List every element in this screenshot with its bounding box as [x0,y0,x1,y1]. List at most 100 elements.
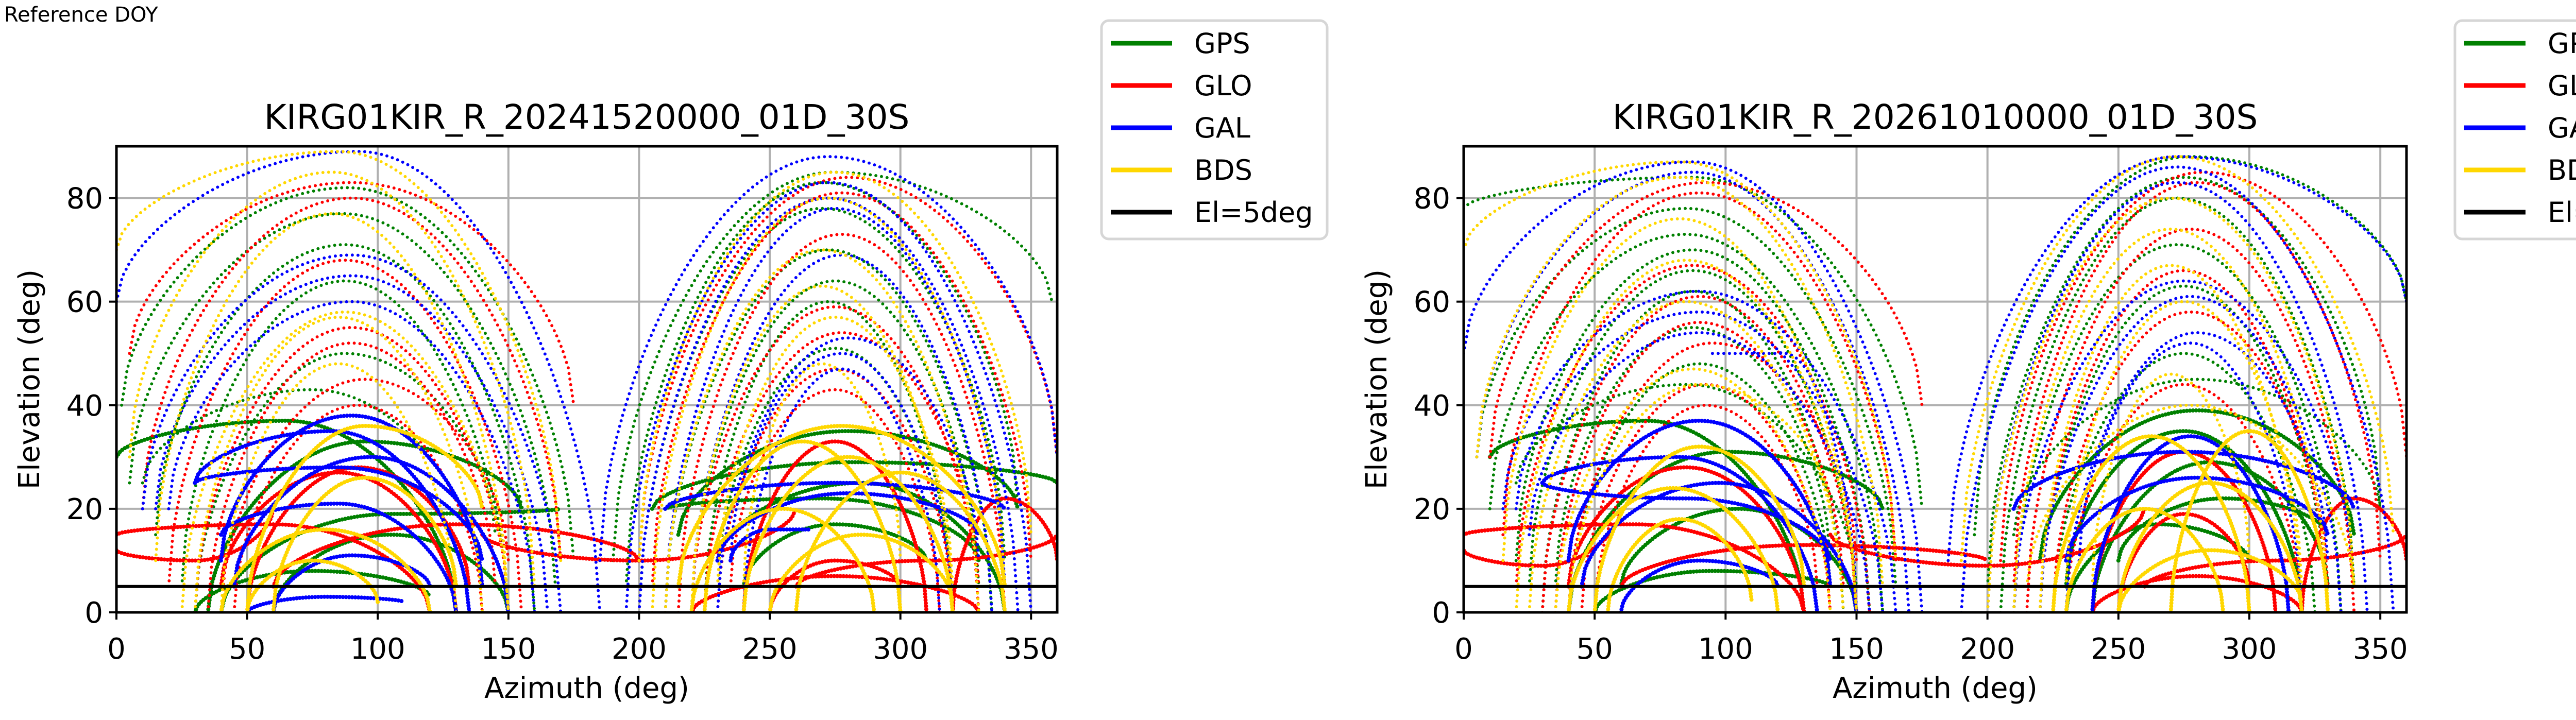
y-tick-label: 40 [1414,389,1450,423]
bds-track [650,196,1007,612]
glo-track [951,496,1057,612]
glo-track [271,522,641,589]
y-axis-label: Elevation (deg) [13,269,46,489]
glo-track [1540,295,1858,612]
bds-track [742,362,902,588]
x-tick-label: 150 [481,632,536,666]
glo-track [1619,543,1990,589]
bds-track [689,506,876,612]
x-tick-label: 200 [1960,632,2015,666]
gal-track [742,367,941,612]
glo-track [637,176,1057,562]
gps-track [193,569,432,612]
glo-track [2116,511,2251,612]
gal-track [218,413,485,589]
gps-track [1553,325,1832,588]
gps-track [1488,232,1885,612]
gps-track [1528,269,1858,612]
gal-track [2077,341,2303,612]
gal-track [1959,165,2395,612]
bds-track [1567,383,1832,612]
gps-track [2038,284,2330,612]
x-tick-label: 0 [107,632,126,666]
gps-track [193,352,497,612]
gal-track [2011,450,2357,511]
chart-panel-2: 0 50 100 150 200 250 300 350 0 20 40 60 80 KIRG01KIR_… [1360,97,2408,705]
chart-title: KIRG01KIR_R_20261010000_01D_30S [1613,97,2258,137]
glo-track [676,232,1007,612]
gal-track [154,274,549,612]
tracks [116,150,1057,612]
gal-track [716,336,980,612]
gps-track [120,186,575,562]
glo-track [2051,310,2330,612]
legend-label: GPS [1194,27,1250,60]
gal-track [218,501,459,612]
tracks [1464,155,2406,612]
bds-track [664,248,980,612]
bds-track [218,527,432,612]
chart-panel-1: 0 50 100 150 200 250 300 350 0 20 40 60 80 KIRG01KIR_… [13,97,1059,705]
glo-track [141,196,563,562]
x-tick-label: 300 [2222,632,2277,666]
glo-track [689,574,981,612]
bds-track [793,470,1007,612]
gps-track [1986,176,2382,588]
gps-track [1514,383,1858,588]
y-tick-label: 60 [1414,286,1450,319]
y-axis-label: Elevation (deg) [1360,269,1394,489]
bds-track [1514,259,1858,612]
glo-track [1464,522,1806,612]
y-tick-label: 20 [66,493,103,526]
bds-track [768,533,955,612]
gps-track [1475,207,1897,588]
gps-track [664,248,994,612]
glo-track [218,470,459,612]
chart-title: KIRG01KIR_R_20241520000_01D_30S [264,97,910,137]
bds-track [2012,227,2330,612]
x-tick-label: 200 [612,632,667,666]
y-tick-label: 40 [66,389,103,423]
glo-track [729,388,941,612]
bds-track [128,170,536,588]
gps-track [154,243,536,612]
legend-label: BDS [1194,154,1252,186]
bds-track [2025,403,2356,588]
bds-track [741,455,955,612]
gal-track [2038,295,2343,612]
reference-doy-label: Reference DOY [4,3,158,27]
gps-track [611,170,1054,562]
bds-track [2116,481,2304,612]
y-tick-label: 20 [1414,493,1450,526]
x-tick-label: 150 [1829,632,1884,666]
gal-track [167,300,536,612]
glo-track [1553,320,1845,612]
legend-label: BDS [2548,154,2576,186]
gal-track [116,150,602,612]
bds-track [2116,548,2304,612]
glo-track [2038,269,2330,612]
gal-track [2064,331,2330,612]
y-tick-label: 0 [84,596,103,630]
gps-track [1514,248,1871,612]
gal-track [1986,181,2369,612]
gps-track [218,506,563,612]
glo-track [1488,181,1924,459]
x-tick-label: 350 [1004,632,1059,666]
glo-track [128,181,575,407]
bds-track [2050,434,2251,612]
bds-track [676,423,1007,589]
y-tick-label: 80 [1414,182,1450,216]
gal-track [1540,455,1820,612]
legend-label: El=5deg [2548,196,2576,229]
bds-track [1528,300,1845,612]
bds-track [2038,264,2303,612]
bds-track [1501,217,1858,612]
x-tick-label: 300 [873,632,928,666]
y-tick-label: 0 [1432,596,1450,630]
x-tick-label: 250 [2091,632,2146,666]
bds-track [1592,444,1806,612]
bds-track [245,558,380,612]
gal-track [689,253,994,612]
